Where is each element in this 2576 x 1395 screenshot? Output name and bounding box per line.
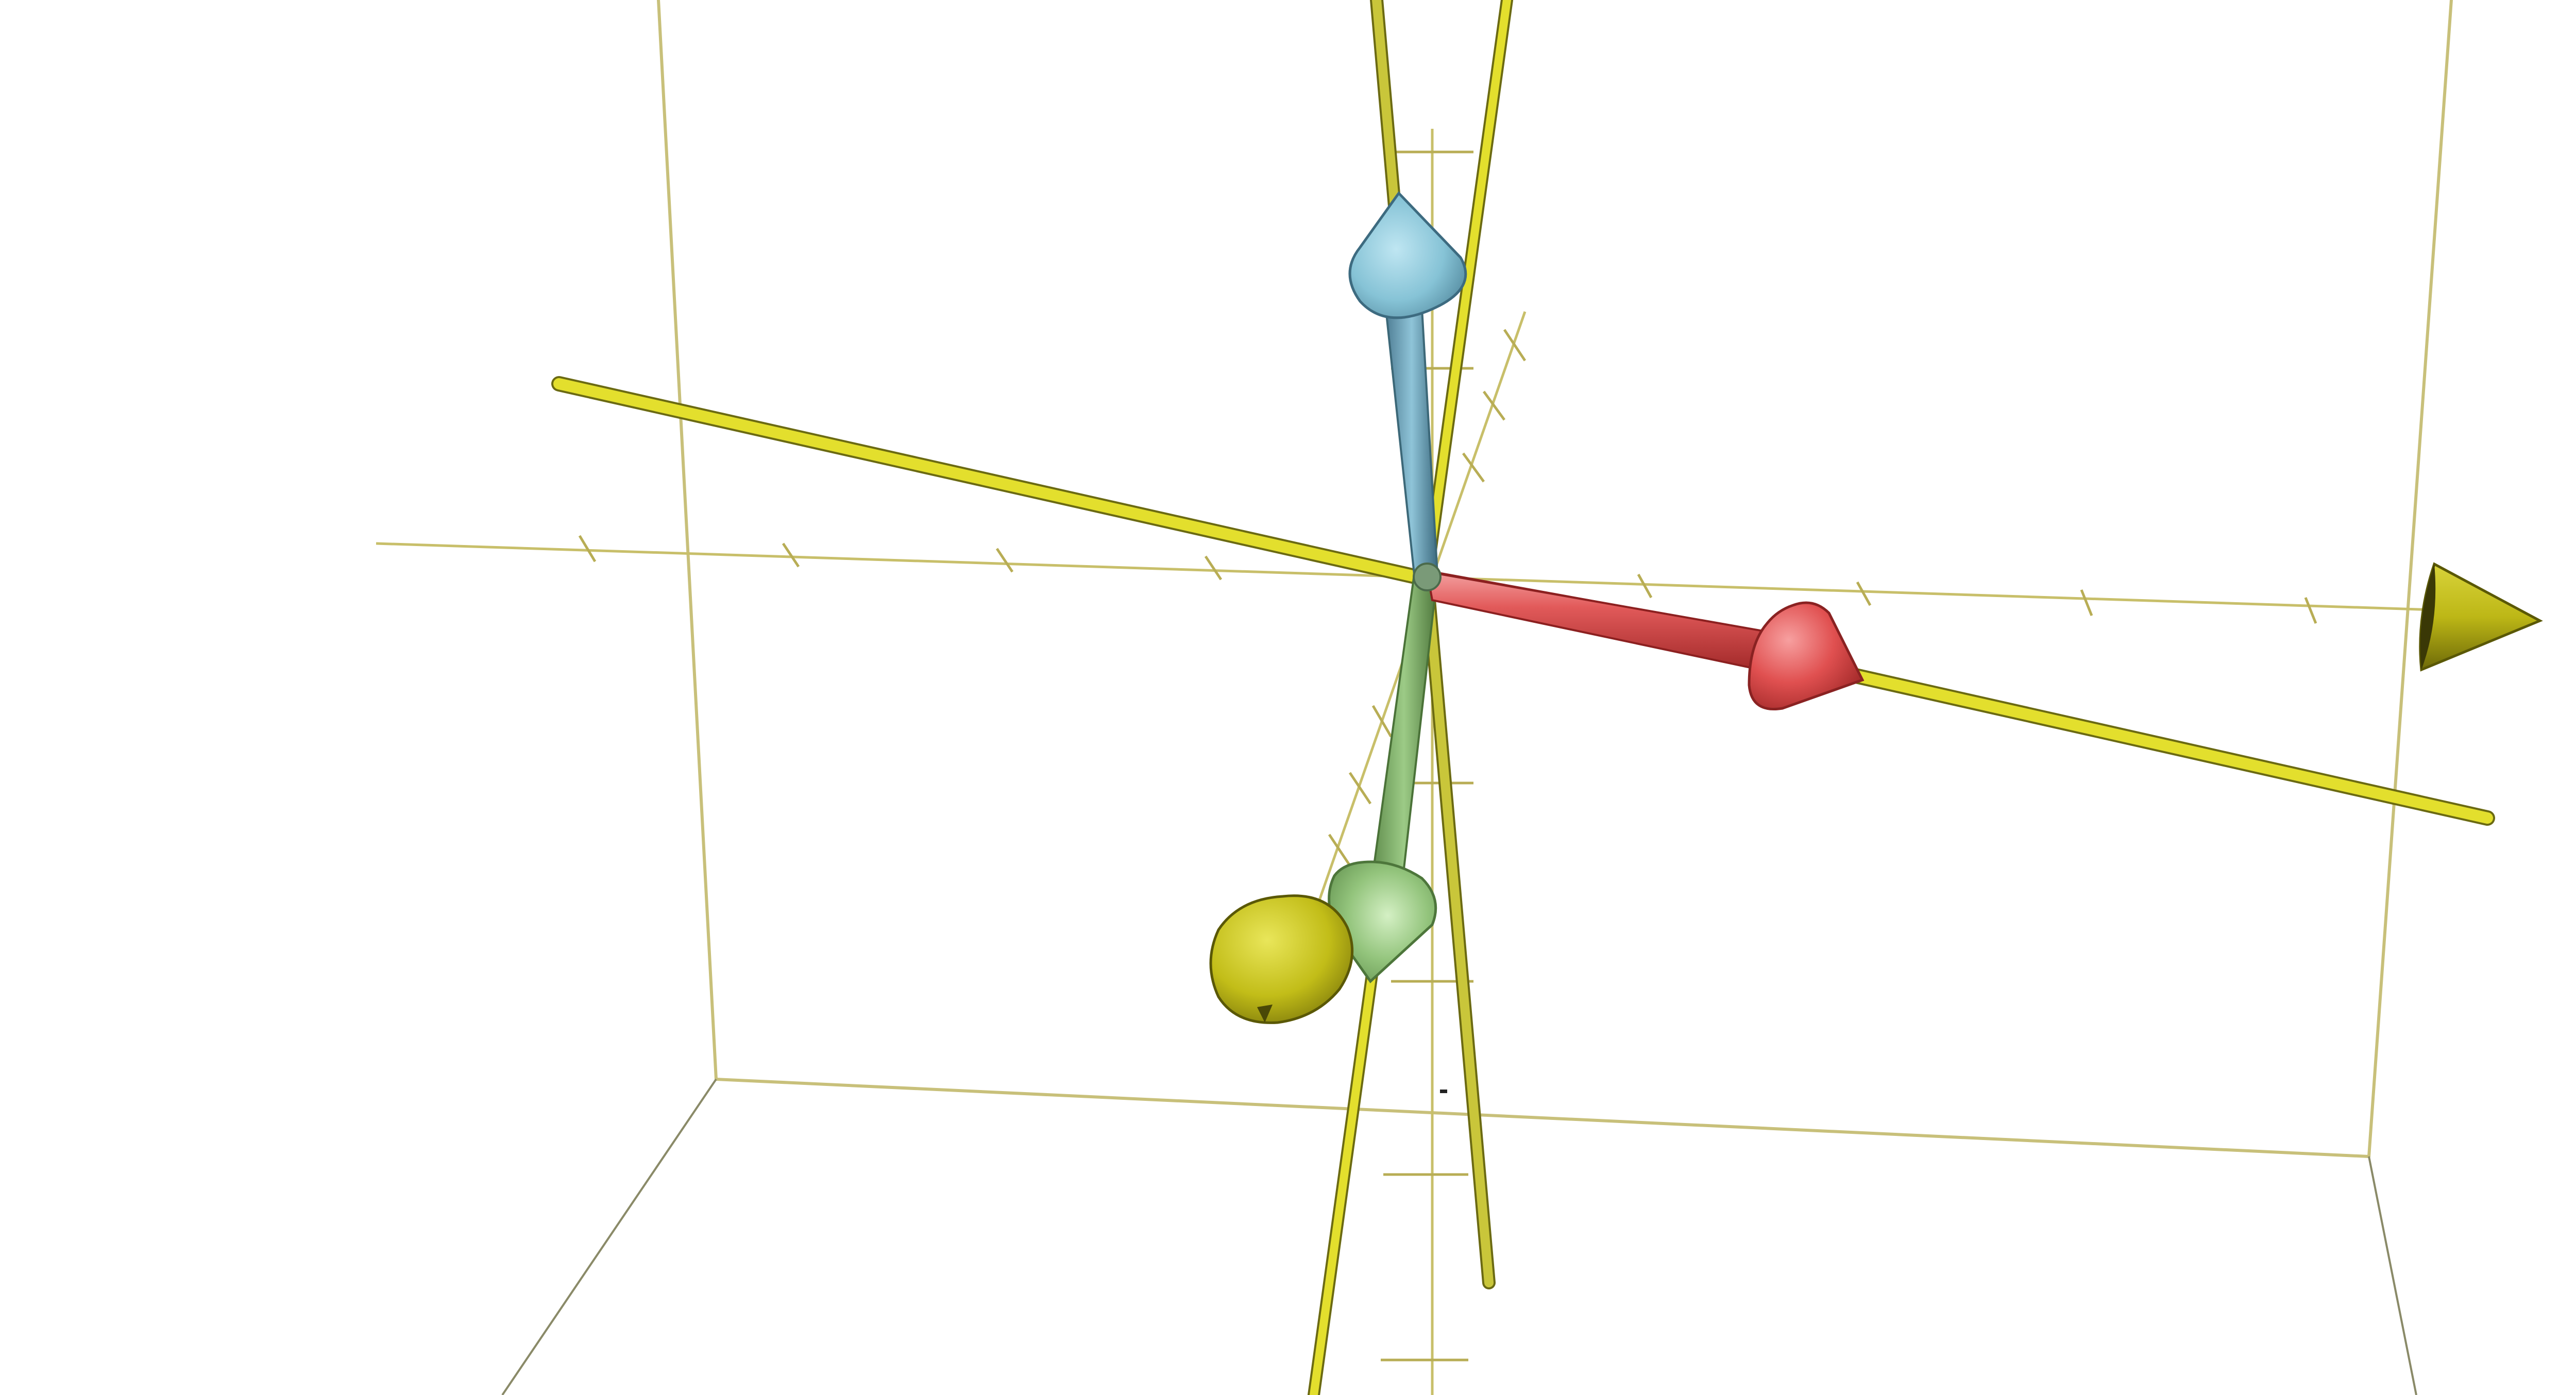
h-tick [995, 548, 1014, 573]
d-tick [1371, 705, 1393, 738]
box-edge-back-bottom [715, 1078, 2370, 1158]
z-axis-cone-tip [1257, 1005, 1273, 1023]
horizontal-axis-ticks [578, 535, 2317, 624]
d-tick [1348, 772, 1372, 805]
green-vector [1328, 573, 1439, 983]
yellow-axis-rods [551, 0, 2495, 1395]
d-tick [1482, 390, 1506, 421]
red-vector-cone [1748, 601, 1865, 710]
bounding-box [501, 0, 2453, 1395]
h-tick [1637, 573, 1653, 599]
box-edge-back-left [657, 0, 718, 1081]
x-axis-cone-base [2420, 564, 2436, 670]
h-tick [578, 535, 597, 563]
blue-vector-cone [1348, 191, 1467, 319]
box-edge-floor-right [2368, 1156, 2417, 1395]
depth-axis-ticks [1328, 329, 1527, 866]
x-axis-arrowhead [2419, 562, 2543, 672]
green-vector-shaft [1369, 573, 1439, 892]
blue-vector [1348, 191, 1467, 575]
h-tick [2080, 589, 2093, 616]
box-edge-back-right [2367, 0, 2453, 1158]
h-tick [2304, 597, 2317, 624]
d-tick [1503, 329, 1527, 362]
d-tick [1328, 833, 1351, 866]
z-axis-arrowhead [1209, 894, 1354, 1024]
green-vector-cone [1328, 860, 1437, 983]
h-tick [782, 542, 800, 568]
red-vector [1424, 569, 1865, 710]
h-tick [1856, 581, 1872, 606]
d-tick [1462, 452, 1485, 483]
rendering-artifact [1440, 1090, 1447, 1093]
blue-vector-shaft [1384, 308, 1439, 575]
box-edge-floor-left [501, 1078, 717, 1395]
h-tick [1204, 555, 1223, 581]
z-axis-cone [1209, 894, 1354, 1024]
x-axis-cone [2419, 562, 2543, 672]
origin-joint [1413, 563, 1442, 591]
